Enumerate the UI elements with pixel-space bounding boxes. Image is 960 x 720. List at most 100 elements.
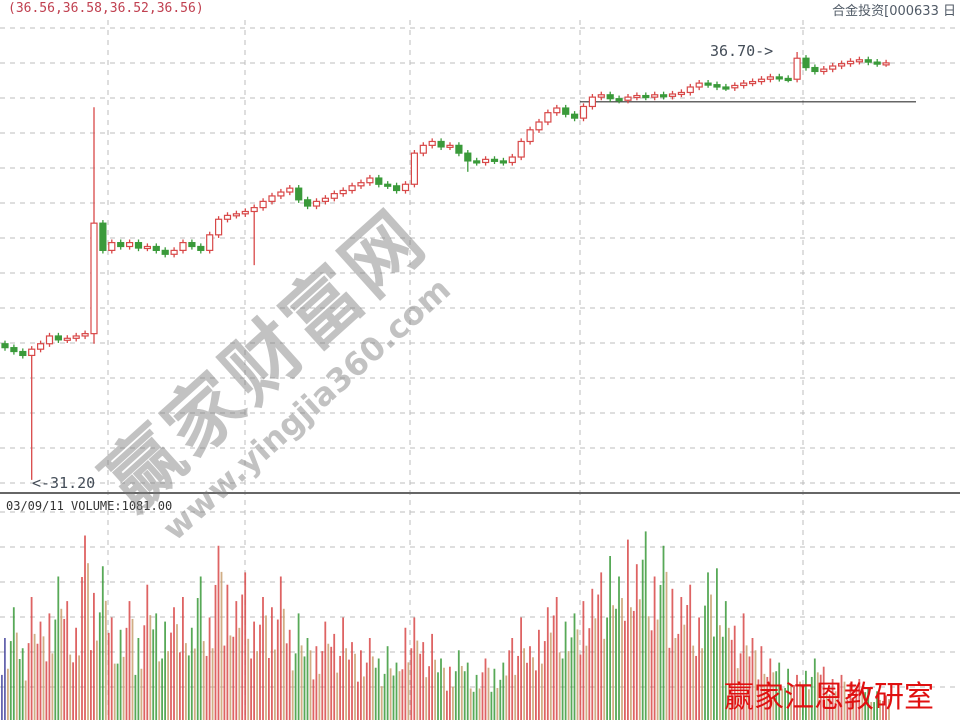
volume-bars bbox=[1, 531, 890, 720]
candle bbox=[855, 56, 864, 65]
volume-bar bbox=[837, 685, 840, 720]
ohlc-readout: (36.56,36.58,36.52,36.56) bbox=[8, 1, 204, 16]
volume-bar bbox=[45, 661, 48, 720]
candle-body bbox=[686, 86, 694, 94]
volume-bar bbox=[816, 672, 819, 720]
candle-body bbox=[419, 144, 427, 154]
volume-bar bbox=[882, 700, 884, 720]
volume-bar bbox=[546, 607, 549, 720]
candle-body bbox=[704, 82, 712, 86]
candle-body bbox=[366, 177, 374, 184]
volume-bar bbox=[810, 676, 813, 720]
volume-bar bbox=[229, 635, 232, 720]
candle-body bbox=[775, 76, 783, 80]
volume-bar bbox=[351, 642, 353, 720]
candle bbox=[695, 80, 703, 91]
candle-body bbox=[615, 98, 623, 102]
volume-bar bbox=[457, 650, 460, 720]
volume-bar bbox=[226, 584, 229, 720]
candle bbox=[330, 190, 338, 202]
volume-bar bbox=[879, 699, 881, 720]
candle-body bbox=[286, 187, 294, 193]
volume-bar bbox=[849, 683, 852, 720]
candle bbox=[10, 344, 18, 355]
volume-bar bbox=[449, 666, 451, 720]
volume-bar bbox=[499, 679, 502, 720]
volume-bar bbox=[561, 658, 564, 720]
volume-bar bbox=[9, 641, 12, 720]
volume-bar bbox=[253, 621, 255, 720]
volume-bar bbox=[185, 643, 187, 720]
candle bbox=[544, 109, 552, 126]
candle-body bbox=[713, 84, 721, 88]
volume-bar bbox=[452, 686, 454, 720]
volume-bar bbox=[196, 598, 199, 720]
volume-bar bbox=[348, 659, 350, 720]
volume-bar bbox=[276, 619, 279, 720]
candle-body bbox=[588, 96, 597, 108]
volume-bar bbox=[312, 679, 315, 720]
volume-bar bbox=[843, 681, 846, 720]
candle bbox=[482, 156, 490, 166]
volume-bar bbox=[238, 627, 241, 720]
candle bbox=[152, 243, 160, 254]
candle-body bbox=[321, 197, 329, 202]
candle-body bbox=[677, 91, 686, 96]
volume-bar bbox=[27, 643, 30, 720]
volume-bar bbox=[96, 640, 98, 720]
volume-bar bbox=[220, 571, 223, 720]
volume-bar bbox=[594, 618, 597, 720]
volume-bar bbox=[428, 666, 430, 720]
candle bbox=[108, 239, 116, 254]
candle-body bbox=[357, 182, 365, 187]
candle bbox=[241, 208, 249, 217]
candle-body bbox=[651, 94, 659, 98]
volume-bar bbox=[413, 617, 416, 720]
volume-bar bbox=[805, 670, 807, 720]
volume-bar bbox=[446, 690, 448, 720]
candle-body bbox=[250, 207, 258, 213]
volume-bar bbox=[624, 620, 626, 720]
volume-bar bbox=[790, 684, 792, 720]
volume-bar bbox=[15, 632, 18, 720]
candle bbox=[375, 174, 383, 188]
volume-bar bbox=[383, 673, 386, 720]
candle bbox=[81, 330, 89, 340]
volume-bar bbox=[291, 670, 294, 720]
volume-bar bbox=[668, 647, 671, 720]
volume-bar bbox=[719, 625, 721, 720]
candle bbox=[28, 346, 36, 480]
volume-bar bbox=[247, 638, 250, 720]
volume-bar bbox=[63, 618, 66, 720]
candle bbox=[366, 174, 374, 186]
candle bbox=[882, 59, 890, 67]
candle-body bbox=[535, 121, 543, 131]
candle bbox=[535, 118, 543, 133]
candle-body bbox=[695, 82, 703, 88]
candle-body bbox=[544, 112, 552, 123]
volume-bar bbox=[179, 652, 181, 720]
volume-bar bbox=[199, 576, 202, 720]
volume-bar bbox=[4, 638, 6, 720]
candle bbox=[72, 332, 80, 342]
candle-body bbox=[624, 96, 632, 101]
volume-bar bbox=[167, 651, 169, 720]
volume-bar bbox=[793, 685, 795, 720]
candle bbox=[668, 90, 677, 100]
candle bbox=[161, 247, 169, 258]
volume-bar bbox=[864, 692, 867, 720]
volume-bar bbox=[36, 643, 39, 720]
volume-bar bbox=[787, 668, 789, 720]
volume-bar bbox=[288, 629, 291, 720]
candle bbox=[259, 198, 267, 211]
candle-body bbox=[864, 59, 872, 63]
volume-bar bbox=[7, 668, 9, 720]
volume-bar bbox=[315, 646, 318, 720]
security-title: 合金投资[000633 日 bbox=[832, 4, 956, 19]
volume-bar bbox=[51, 653, 54, 720]
volume-bar bbox=[478, 688, 481, 720]
volume-bar bbox=[259, 624, 261, 720]
volume-bar bbox=[300, 645, 303, 720]
candle-body bbox=[490, 158, 499, 162]
candle bbox=[633, 92, 641, 101]
